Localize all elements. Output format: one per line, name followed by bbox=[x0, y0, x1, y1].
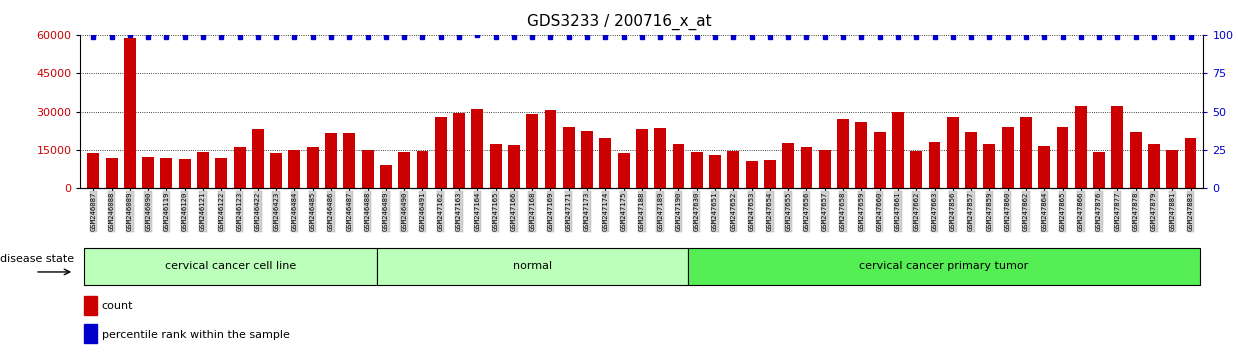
Bar bbox=[545, 110, 556, 188]
Text: normal: normal bbox=[513, 261, 552, 272]
Text: percentile rank within the sample: percentile rank within the sample bbox=[102, 330, 290, 339]
Bar bbox=[874, 132, 885, 188]
Bar bbox=[801, 147, 812, 188]
Bar bbox=[581, 131, 593, 188]
Bar bbox=[782, 143, 794, 188]
Bar bbox=[416, 151, 428, 188]
Bar bbox=[234, 147, 245, 188]
Bar bbox=[399, 152, 410, 188]
Bar bbox=[654, 128, 666, 188]
Bar bbox=[508, 145, 520, 188]
Bar bbox=[928, 142, 941, 188]
Bar bbox=[983, 144, 995, 188]
Bar bbox=[636, 129, 647, 188]
Bar bbox=[1130, 132, 1141, 188]
Bar bbox=[453, 113, 465, 188]
Bar bbox=[124, 38, 136, 188]
Bar bbox=[1002, 127, 1014, 188]
Bar bbox=[251, 129, 264, 188]
Bar bbox=[1185, 138, 1196, 188]
Bar bbox=[88, 153, 99, 188]
Text: cervical cancer cell line: cervical cancer cell line bbox=[165, 261, 296, 272]
Bar bbox=[142, 157, 154, 188]
Bar bbox=[380, 165, 391, 188]
Bar bbox=[361, 150, 374, 188]
Text: GDS3233 / 200716_x_at: GDS3233 / 200716_x_at bbox=[526, 14, 712, 30]
Bar bbox=[855, 122, 868, 188]
Bar bbox=[745, 161, 758, 188]
Bar bbox=[672, 144, 685, 188]
Bar bbox=[326, 133, 337, 188]
Bar bbox=[288, 149, 301, 188]
Bar bbox=[618, 153, 630, 188]
Text: count: count bbox=[102, 301, 132, 311]
Bar bbox=[691, 152, 703, 188]
Bar bbox=[709, 155, 721, 188]
Bar bbox=[1039, 146, 1050, 188]
Bar bbox=[105, 159, 118, 188]
Bar bbox=[1093, 152, 1106, 188]
Bar bbox=[1112, 107, 1123, 188]
Bar bbox=[472, 109, 483, 188]
Bar bbox=[910, 151, 922, 188]
Text: disease state: disease state bbox=[0, 254, 74, 264]
Bar bbox=[215, 158, 228, 188]
Bar bbox=[599, 138, 612, 188]
Bar bbox=[728, 151, 739, 188]
Bar bbox=[343, 133, 355, 188]
Bar bbox=[837, 119, 849, 188]
Bar bbox=[818, 149, 831, 188]
Bar bbox=[490, 144, 501, 188]
Bar bbox=[1075, 107, 1087, 188]
Bar bbox=[966, 132, 977, 188]
Bar bbox=[435, 116, 447, 188]
Bar bbox=[270, 153, 282, 188]
Bar bbox=[563, 127, 574, 188]
Bar bbox=[1166, 149, 1179, 188]
Bar bbox=[161, 158, 172, 188]
Bar bbox=[1148, 144, 1160, 188]
Bar bbox=[1056, 127, 1068, 188]
Bar bbox=[764, 160, 776, 188]
Bar bbox=[307, 147, 318, 188]
Bar bbox=[1020, 116, 1032, 188]
Bar bbox=[178, 159, 191, 188]
Text: cervical cancer primary tumor: cervical cancer primary tumor bbox=[859, 261, 1029, 272]
Bar bbox=[526, 114, 539, 188]
Bar bbox=[893, 112, 904, 188]
Bar bbox=[197, 152, 209, 188]
Bar bbox=[947, 116, 958, 188]
